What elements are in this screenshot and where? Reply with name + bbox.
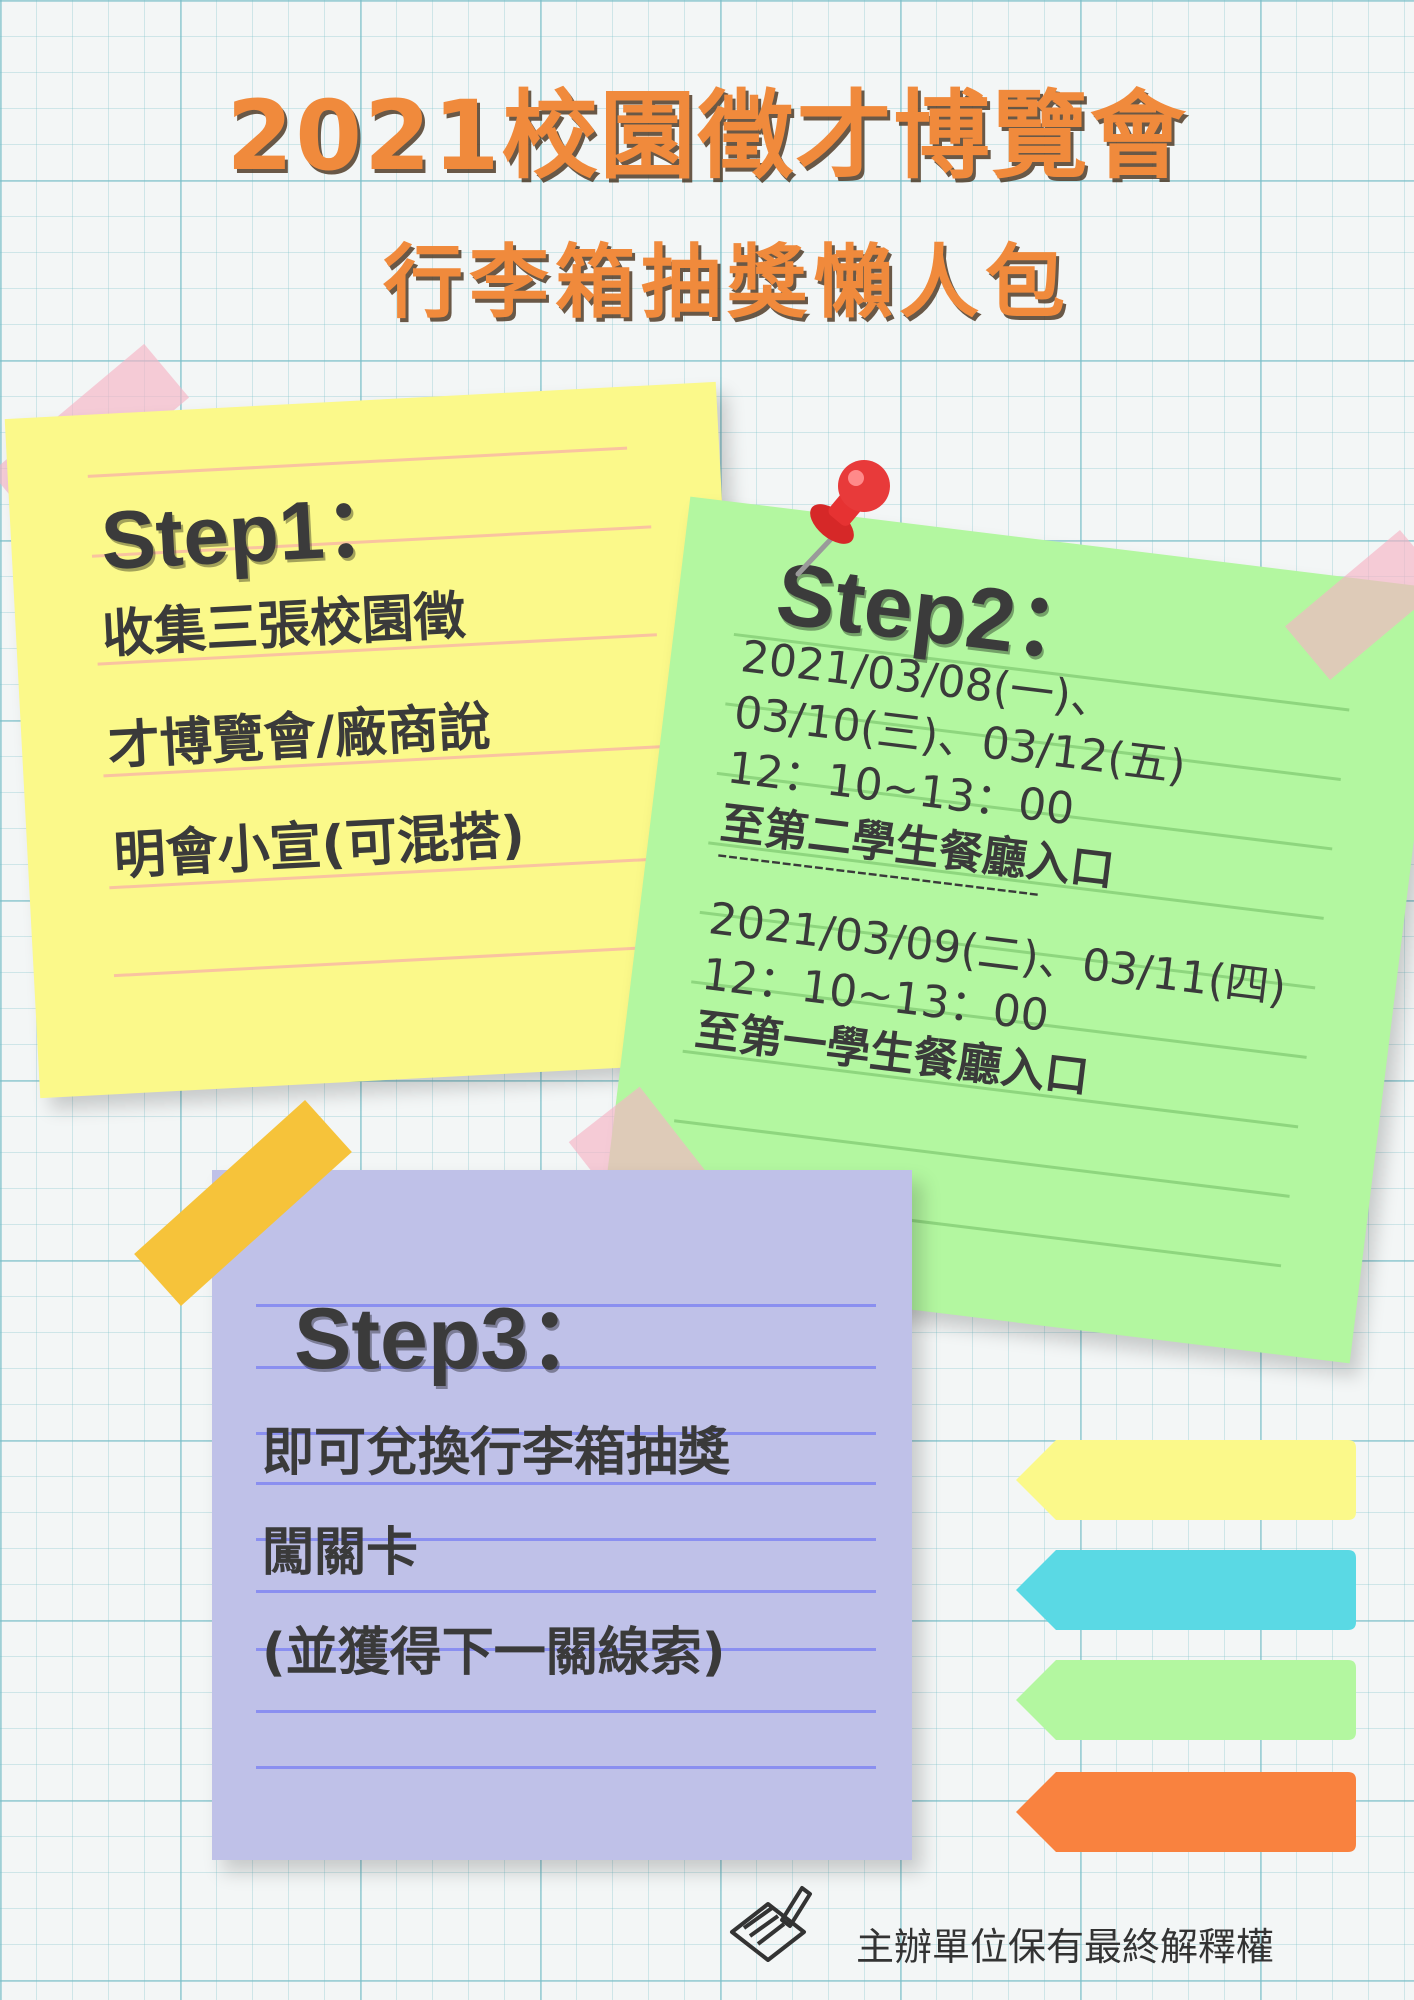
notepad-pen-icon bbox=[730, 1886, 812, 1962]
tab-cyan bbox=[1016, 1550, 1356, 1630]
step1-line-3: 明會小宣(可混搭) bbox=[112, 805, 527, 887]
footer-disclaimer: 主辦單位保有最終解釋權 bbox=[856, 1925, 1275, 1969]
step1-heading: Step1： bbox=[98, 480, 409, 588]
step1-line-2: 才博覽會/廠商說 bbox=[106, 697, 493, 778]
step3-line-3: (並獲得下一關線索) bbox=[262, 1623, 726, 1683]
step3-line-2: 闖關卡 bbox=[262, 1523, 419, 1583]
tab-green bbox=[1016, 1660, 1356, 1740]
step3-heading: Step3： bbox=[294, 1291, 615, 1387]
tab-yellow bbox=[1016, 1440, 1356, 1520]
page-subtitle: 行李箱抽獎懶人包 bbox=[383, 236, 1071, 329]
step3-line-1: 即可兌換行李箱抽獎 bbox=[262, 1423, 731, 1483]
tab-orange bbox=[1016, 1772, 1356, 1852]
note-step3: Step3： 即可兌換行李箱抽獎 闖關卡 (並獲得下一關線索) bbox=[212, 1170, 912, 1860]
page-title: 2021校園徵才博覽會 bbox=[226, 80, 1188, 192]
pushpin-icon bbox=[795, 460, 890, 577]
